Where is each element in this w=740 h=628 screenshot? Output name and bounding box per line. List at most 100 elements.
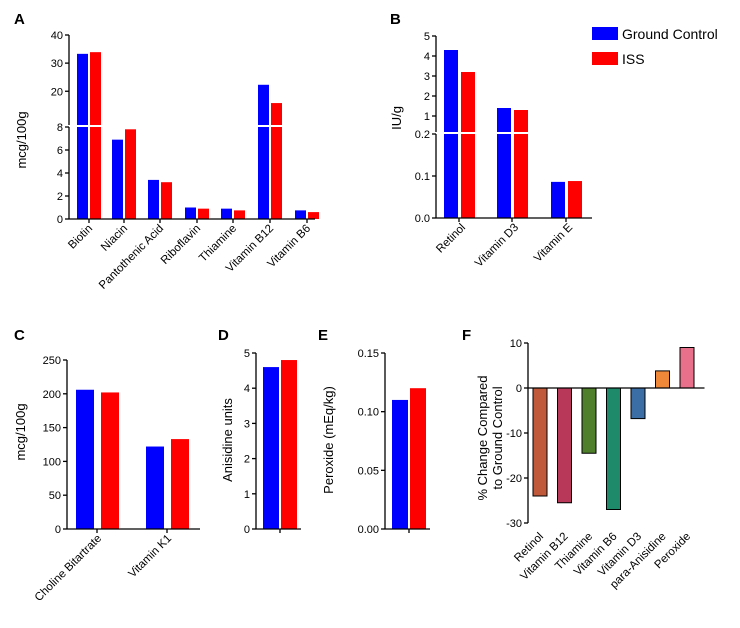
bar-b-iss-0-upper <box>461 72 475 132</box>
bar-a-iss-6 <box>308 212 319 219</box>
x-label-a-0: Biotin <box>66 223 95 252</box>
panel-f-ylabel-line1: % Change Compared <box>475 375 490 500</box>
y-tick-label-d-5: 5 <box>244 348 250 360</box>
panel-label-d: D <box>218 327 229 344</box>
y-tick-label-a-upper-2: 40 <box>51 30 63 42</box>
x-label-b-0: Retinol <box>434 222 468 256</box>
legend-label-ground: Ground Control <box>622 26 718 42</box>
legend-swatch-ground <box>592 27 618 40</box>
bar-c-iss-0 <box>101 392 119 529</box>
y-tick-label-f-1: -20 <box>506 473 522 485</box>
y-tick-label-a-lower-3: 6 <box>57 145 63 157</box>
x-label-c-1: Vitamin K1 <box>126 533 174 581</box>
bar-b-iss-1-upper <box>514 110 528 132</box>
y-tick-label-d-2: 2 <box>244 454 250 466</box>
bar-b-ground-2 <box>551 181 565 218</box>
y-tick-label-f-4: 10 <box>510 338 522 350</box>
bar-a-iss-0-lower <box>90 127 101 219</box>
bar-a-ground-1 <box>112 139 123 219</box>
legend-swatch-iss <box>592 52 618 65</box>
bar-a-iss-3 <box>198 208 209 219</box>
y-tick-label-c-1: 50 <box>49 490 61 502</box>
bar-a-iss-2 <box>161 182 172 219</box>
bar-b-ground-1-lower <box>497 134 511 218</box>
panel-label-a: A <box>14 11 25 28</box>
y-tick-label-e-3: 0.15 <box>358 348 379 360</box>
bar-b-iss-2 <box>568 181 582 218</box>
bar-f-5 <box>655 370 670 389</box>
legend-label-iss: ISS <box>622 51 645 67</box>
bar-a-ground-2 <box>148 179 159 219</box>
bar-b-ground-0-upper <box>444 50 458 132</box>
bar-c-ground-0 <box>76 389 94 529</box>
y-tick-label-d-0: 0 <box>244 524 250 536</box>
bar-e-iss <box>410 388 426 529</box>
y-tick-label-c-2: 100 <box>43 456 61 468</box>
panel-f-ylabel-line2: to Ground Control <box>490 386 505 489</box>
y-tick-label-b-lower-1: 0.1 <box>415 171 430 183</box>
panel-e-ylabel: Peroxide (mEq/kg) <box>321 386 336 494</box>
bar-a-ground-4 <box>221 208 232 219</box>
y-tick-label-c-3: 150 <box>43 423 61 435</box>
bar-a-iss-5-lower <box>271 127 282 219</box>
bar-f-6 <box>679 347 695 389</box>
panel-label-e: E <box>318 327 328 344</box>
bar-a-iss-5-upper <box>271 103 282 125</box>
x-label-b-1: Vitamin D3 <box>473 222 521 270</box>
y-tick-label-c-4: 200 <box>43 389 61 401</box>
y-tick-label-d-1: 1 <box>244 489 250 501</box>
bar-b-iss-1-lower <box>514 134 528 218</box>
panel-label-b: B <box>390 11 401 28</box>
y-tick-label-d-3: 3 <box>244 418 250 430</box>
y-tick-label-b-lower-2: 0.2 <box>415 129 430 141</box>
y-tick-label-e-2: 0.10 <box>358 407 379 419</box>
bar-b-iss-0-lower <box>461 134 475 218</box>
x-label-c-0: Choline Bitartrate <box>33 533 104 604</box>
y-tick-label-e-0: 0.00 <box>358 524 379 536</box>
y-tick-label-c-0: 0 <box>55 524 61 536</box>
bar-b-ground-0-lower <box>444 134 458 218</box>
bar-d-ground <box>263 367 279 529</box>
y-tick-label-a-lower-2: 4 <box>57 168 63 180</box>
bar-a-ground-5-upper <box>258 84 269 125</box>
x-label-a-2: Pantothenic Acid <box>97 223 166 292</box>
y-tick-label-b-upper-2: 3 <box>424 71 430 83</box>
y-tick-label-e-1: 0.05 <box>358 465 379 477</box>
y-tick-label-f-2: -10 <box>506 428 522 440</box>
bar-a-ground-6 <box>295 210 306 219</box>
panel-c-ylabel: mcg/100g <box>13 403 28 460</box>
bar-d-iss <box>281 360 297 529</box>
y-tick-label-d-4: 4 <box>244 383 250 395</box>
bar-e-ground <box>392 399 408 529</box>
panel-c-chart: Choline Bitartrate Vitamin K1 0 50 100 150 200… <box>33 355 200 604</box>
y-tick-label-b-lower-0: 0.0 <box>415 213 430 225</box>
bar-f-1 <box>557 387 572 504</box>
y-tick-label-a-lower-4: 8 <box>57 122 63 134</box>
panel-label-c: C <box>14 327 25 344</box>
bar-a-ground-0-upper <box>77 53 88 125</box>
y-tick-label-f-0: -30 <box>506 518 522 530</box>
y-tick-label-a-upper-0: 20 <box>51 86 63 98</box>
x-label-a-1: Niacin <box>99 223 130 254</box>
bar-a-ground-3 <box>185 207 196 219</box>
panel-label-f: F <box>462 327 471 344</box>
y-tick-label-b-upper-1: 2 <box>424 91 430 103</box>
y-tick-label-b-upper-3: 4 <box>424 51 430 63</box>
y-tick-label-a-lower-0: 0 <box>57 214 63 226</box>
bar-a-iss-1 <box>125 129 136 219</box>
panel-a-ylabel: mcg/100g <box>14 111 29 168</box>
bar-a-ground-0-lower <box>77 127 88 219</box>
y-tick-label-f-3: 0 <box>516 383 522 395</box>
panel-e-chart: 0.00 0.05 0.10 0.15 <box>358 348 430 536</box>
y-tick-label-b-upper-0: 1 <box>424 111 430 123</box>
bar-f-0 <box>532 387 548 497</box>
bar-c-ground-1 <box>146 446 164 529</box>
bar-a-iss-0-upper <box>90 52 101 125</box>
bar-f-3 <box>606 387 621 510</box>
panel-b-ylabel: IU/g <box>389 106 404 130</box>
bar-a-ground-5-lower <box>258 127 269 219</box>
bar-b-ground-1-upper <box>497 108 511 132</box>
y-tick-label-b-upper-4: 5 <box>424 31 430 43</box>
